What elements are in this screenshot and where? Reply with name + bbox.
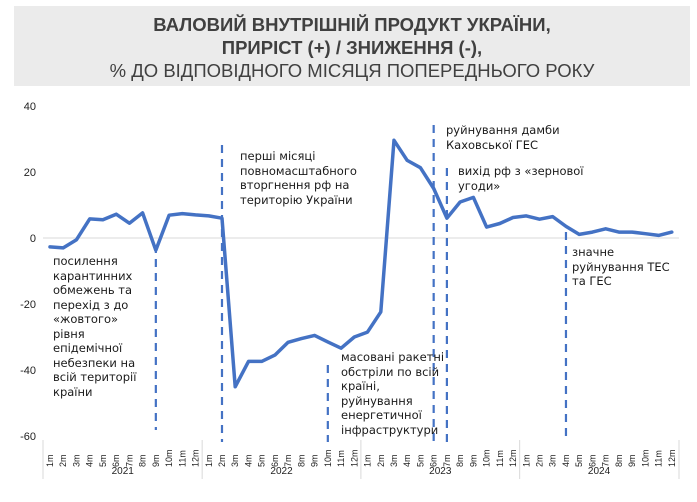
x-tick-month-label: 10m <box>164 449 174 467</box>
y-tick-label: -20 <box>20 299 36 311</box>
annotation-line: Каховської ГЕС <box>446 137 539 152</box>
x-tick-month-label: 9m <box>627 454 637 467</box>
annotation-line: обмежень та <box>53 283 133 297</box>
annotation-line: угоди» <box>458 178 501 193</box>
annotation-line: та ГЕС <box>572 274 612 288</box>
annotation-invasion: перші місяці повномасштабного вторгнення… <box>240 149 357 207</box>
annotation-line: масовані ракетні <box>341 350 445 364</box>
x-tick-year-label: 2021 <box>112 466 135 477</box>
x-tick-month-label: 2m <box>217 454 227 467</box>
x-tick-month-label: 7m <box>442 454 452 467</box>
annotation-line: епідемічної <box>53 341 123 355</box>
x-tick-month-label: 3m <box>548 454 558 467</box>
gdp-series-line <box>48 138 674 389</box>
title-banner: ВАЛОВИЙ ВНУТРІШНІЙ ПРОДУКТ УКРАЇНИ, ПРИР… <box>14 6 690 86</box>
x-tick-month-label: 8m <box>614 454 624 467</box>
x-tick-month-label: 12m <box>349 449 359 467</box>
x-tick-month-label: 4m <box>561 454 571 467</box>
x-tick-month-label: 10m <box>482 449 492 467</box>
annotation-line: країни <box>53 384 93 399</box>
y-tick-label: -40 <box>20 365 36 377</box>
x-tick-year-label: 2024 <box>588 466 611 477</box>
annotation-line: «жовтого» <box>53 312 119 326</box>
x-tick-month-label: 11m <box>336 450 346 467</box>
x-tick-month-label: 3m <box>230 454 240 467</box>
annotation-line: обстріли по всій <box>341 364 440 379</box>
annotation-missile-strikes: масовані ракетні обстріли по всій країні… <box>341 350 444 437</box>
x-tick-month-label: 11m <box>495 450 505 467</box>
x-tick-month-label: 3m <box>389 454 399 467</box>
x-tick-month-label: 12m <box>508 449 518 467</box>
annotation-line: територію України <box>240 192 353 207</box>
x-tick-month-label: 8m <box>296 454 306 467</box>
annotation-line: значне <box>572 245 615 259</box>
annotation-line: перші місяці <box>240 149 316 163</box>
x-tick-year-label: 2023 <box>429 466 452 477</box>
annotation-line: вихід рф з «зернової <box>458 164 584 178</box>
x-tick-month-label: 5m <box>574 454 584 467</box>
x-tick-month-label: 12m <box>667 449 677 467</box>
x-tick-month-label: 3m <box>71 454 81 467</box>
x-tick-month-label: 1m <box>204 454 214 467</box>
annotation-line: руйнування <box>341 393 413 408</box>
annotation-line: країні, <box>341 379 380 393</box>
y-tick-label: 20 <box>24 167 36 179</box>
x-tick-month-label: 8m <box>455 454 465 467</box>
annotation-power-plants: значне руйнування ТЕС та ГЕС <box>572 245 670 289</box>
annotation-line: всій території <box>53 370 137 384</box>
x-tick-month-label: 6m <box>270 454 280 467</box>
annotation-line: рівня <box>53 326 85 341</box>
y-tick-label: 40 <box>24 101 36 113</box>
annotation-line: карантинних <box>53 268 133 283</box>
x-tick-month-label: 7m <box>124 454 134 467</box>
x-tick-month-label: 9m <box>310 454 320 467</box>
x-tick-month-label: 1m <box>521 454 531 467</box>
x-tick-month-label: 1m <box>363 454 373 467</box>
annotation-line: небезпеки на <box>53 355 136 370</box>
x-tick-month-label: 6m <box>111 454 121 467</box>
annotation-quarantine: посилення карантинних обмежень та перехі… <box>53 254 158 399</box>
x-tick-month-label: 11m <box>177 450 187 467</box>
annotation-line: перехід з до <box>53 297 129 312</box>
x-tick-month-label: 2m <box>535 454 545 467</box>
x-tick-month-label: 2m <box>58 454 68 467</box>
annotation-line: енергетичної <box>341 408 422 422</box>
x-tick-month-label: 4m <box>85 454 95 467</box>
x-tick-month-label: 9m <box>151 454 161 467</box>
x-tick-month-label: 10m <box>323 449 333 467</box>
x-tick-month-label: 4m <box>402 454 412 467</box>
x-tick-month-label: 7m <box>283 454 293 467</box>
annotation-kakhovka-dam: руйнування дамби Каховської ГЕС <box>446 123 560 152</box>
x-tick-year-label: 2022 <box>270 466 293 477</box>
title-line-3: % ДО ВІДПОВІДНОГО МІСЯЦЯ ПОПЕРЕДНЬОГО РО… <box>109 60 595 81</box>
x-tick-month-label: 4m <box>243 454 253 467</box>
annotation-grain-deal: вихід рф з «зернової угоди» <box>458 164 584 193</box>
annotation-line: руйнування дамби <box>446 123 560 137</box>
x-tick-month-label: 2m <box>376 454 386 467</box>
title-line-1: ВАЛОВИЙ ВНУТРІШНІЙ ПРОДУКТ УКРАЇНИ, <box>153 14 551 35</box>
x-tick-month-label: 10m <box>640 449 650 467</box>
y-tick-label: 0 <box>30 233 36 245</box>
annotation-line: вторгнення рф на <box>240 178 350 192</box>
x-tick-month-label: 7m <box>601 454 611 467</box>
annotation-line: посилення <box>53 254 118 268</box>
x-tick-month-label: 5m <box>257 454 267 467</box>
x-tick-month-label: 8m <box>138 454 148 467</box>
annotation-line: руйнування ТЕС <box>572 259 670 274</box>
x-tick-month-label: 1m <box>45 454 55 467</box>
y-tick-label: -60 <box>20 431 36 443</box>
x-tick-month-label: 6m <box>587 454 597 467</box>
annotation-line: повномасштабного <box>240 163 357 178</box>
x-tick-month-label: 5m <box>415 454 425 467</box>
annotation-line: інфраструктури <box>341 422 439 437</box>
x-tick-month-label: 9m <box>468 454 478 467</box>
title-line-2: ПРИРІСТ (+) / ЗНИЖЕННЯ (-), <box>221 37 483 58</box>
x-tick-month-label: 6m <box>429 454 439 467</box>
x-tick-month-label: 5m <box>98 454 108 467</box>
x-tick-month-label: 12m <box>191 449 201 467</box>
x-tick-month-label: 11m <box>654 450 664 467</box>
